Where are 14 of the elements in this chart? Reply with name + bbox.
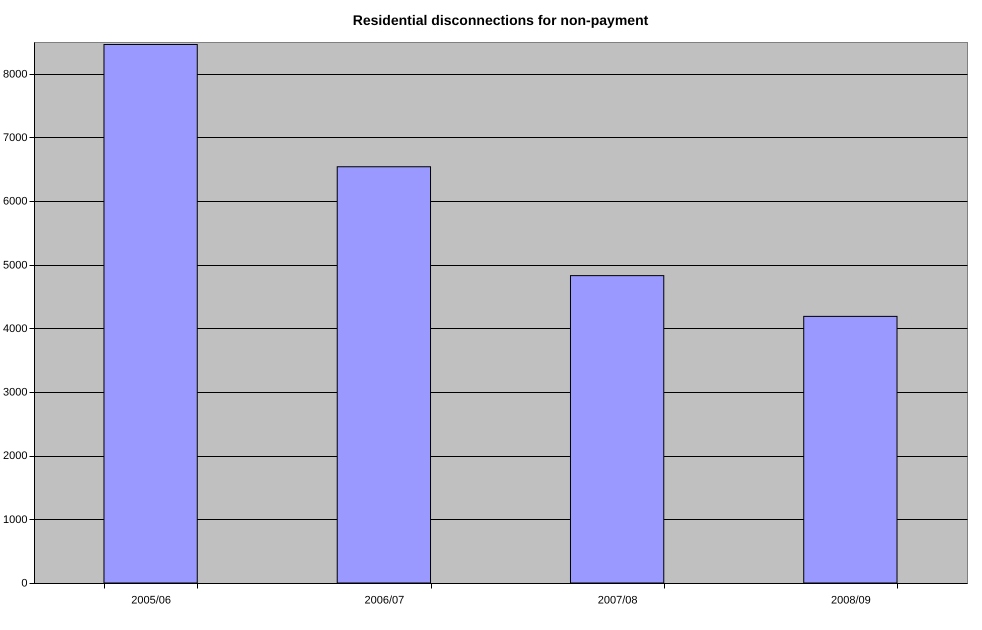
- y-tick-label: 5000: [3, 259, 28, 272]
- y-tick-label: 0: [21, 578, 28, 590]
- x-tick-label: 2007/08: [598, 594, 638, 606]
- y-tick-label: 7000: [3, 132, 28, 144]
- y-tick-label: 4000: [3, 322, 28, 335]
- y-tick-label: 1000: [3, 514, 28, 526]
- x-tick-label: 2005/06: [131, 594, 172, 606]
- x-tick-label: 2008/09: [830, 594, 871, 606]
- y-tick-label: 8000: [3, 68, 28, 80]
- x-tick-label: 2006/07: [364, 594, 404, 606]
- y-tick-label: 6000: [3, 196, 28, 208]
- chart-title: Residential disconnections for non-payment: [352, 12, 649, 28]
- y-tick-label: 3000: [3, 386, 28, 399]
- y-tick-label: 2000: [3, 450, 28, 462]
